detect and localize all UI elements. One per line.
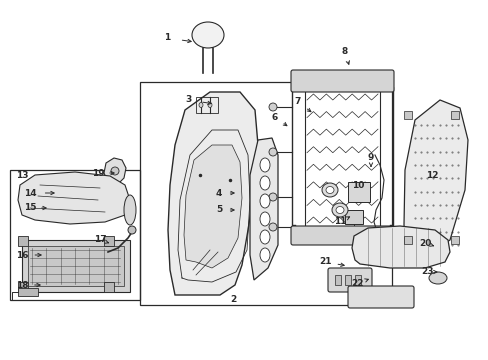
Ellipse shape	[124, 195, 136, 225]
Polygon shape	[168, 92, 258, 295]
Ellipse shape	[331, 203, 347, 217]
Text: 7: 7	[294, 98, 301, 107]
Text: 15: 15	[24, 203, 36, 212]
Text: 10: 10	[351, 181, 364, 190]
Bar	[345, 210, 362, 224]
Ellipse shape	[192, 22, 224, 48]
Ellipse shape	[260, 212, 269, 226]
Text: 11: 11	[333, 217, 346, 226]
Text: 5: 5	[215, 206, 222, 215]
Ellipse shape	[428, 272, 446, 284]
Bar	[10, 170, 140, 300]
Bar	[22, 240, 130, 292]
Text: 8: 8	[341, 48, 347, 57]
Bar	[354, 275, 360, 285]
Text: 3: 3	[184, 95, 191, 104]
Polygon shape	[183, 145, 242, 268]
Ellipse shape	[321, 183, 337, 197]
Text: 2: 2	[229, 296, 236, 305]
Ellipse shape	[111, 167, 119, 175]
Ellipse shape	[260, 176, 269, 190]
Polygon shape	[249, 138, 278, 280]
FancyBboxPatch shape	[327, 268, 371, 292]
Bar	[403, 111, 411, 119]
Text: 20: 20	[418, 238, 430, 248]
Text: 14: 14	[23, 189, 36, 198]
Ellipse shape	[325, 186, 333, 194]
Bar	[347, 182, 369, 202]
Polygon shape	[104, 158, 126, 184]
Ellipse shape	[260, 158, 269, 172]
Text: 4: 4	[215, 189, 222, 198]
Bar	[196, 97, 218, 113]
Bar	[450, 111, 458, 119]
Text: 6: 6	[271, 112, 278, 122]
FancyBboxPatch shape	[347, 286, 413, 308]
Ellipse shape	[268, 103, 276, 111]
Ellipse shape	[207, 103, 212, 108]
Text: 23: 23	[421, 267, 433, 276]
Polygon shape	[18, 172, 130, 224]
Text: 22: 22	[351, 279, 364, 288]
FancyBboxPatch shape	[290, 226, 393, 245]
Ellipse shape	[199, 103, 203, 108]
Bar	[104, 282, 114, 292]
Bar	[140, 82, 391, 305]
Ellipse shape	[260, 230, 269, 244]
Bar	[403, 236, 411, 244]
Text: 16: 16	[16, 251, 28, 260]
Polygon shape	[351, 226, 449, 268]
Ellipse shape	[268, 223, 276, 231]
Text: 12: 12	[425, 171, 437, 180]
Ellipse shape	[268, 193, 276, 201]
Ellipse shape	[260, 194, 269, 208]
Ellipse shape	[260, 248, 269, 262]
Bar	[28, 246, 124, 286]
Text: 21: 21	[318, 257, 330, 266]
Bar	[334, 275, 340, 285]
Ellipse shape	[128, 226, 136, 234]
Text: 9: 9	[367, 153, 373, 162]
Bar	[345, 275, 350, 285]
Ellipse shape	[335, 207, 343, 213]
Text: 13: 13	[16, 171, 28, 180]
Text: 17: 17	[94, 235, 106, 244]
Ellipse shape	[268, 148, 276, 156]
Bar	[104, 236, 114, 246]
FancyBboxPatch shape	[290, 70, 393, 92]
Text: 18: 18	[16, 280, 28, 289]
Bar	[18, 236, 28, 246]
Text: 19: 19	[92, 168, 104, 177]
Bar	[18, 288, 38, 296]
Text: 1: 1	[163, 33, 170, 42]
Bar	[450, 236, 458, 244]
Polygon shape	[403, 100, 467, 260]
Bar	[18, 282, 28, 292]
